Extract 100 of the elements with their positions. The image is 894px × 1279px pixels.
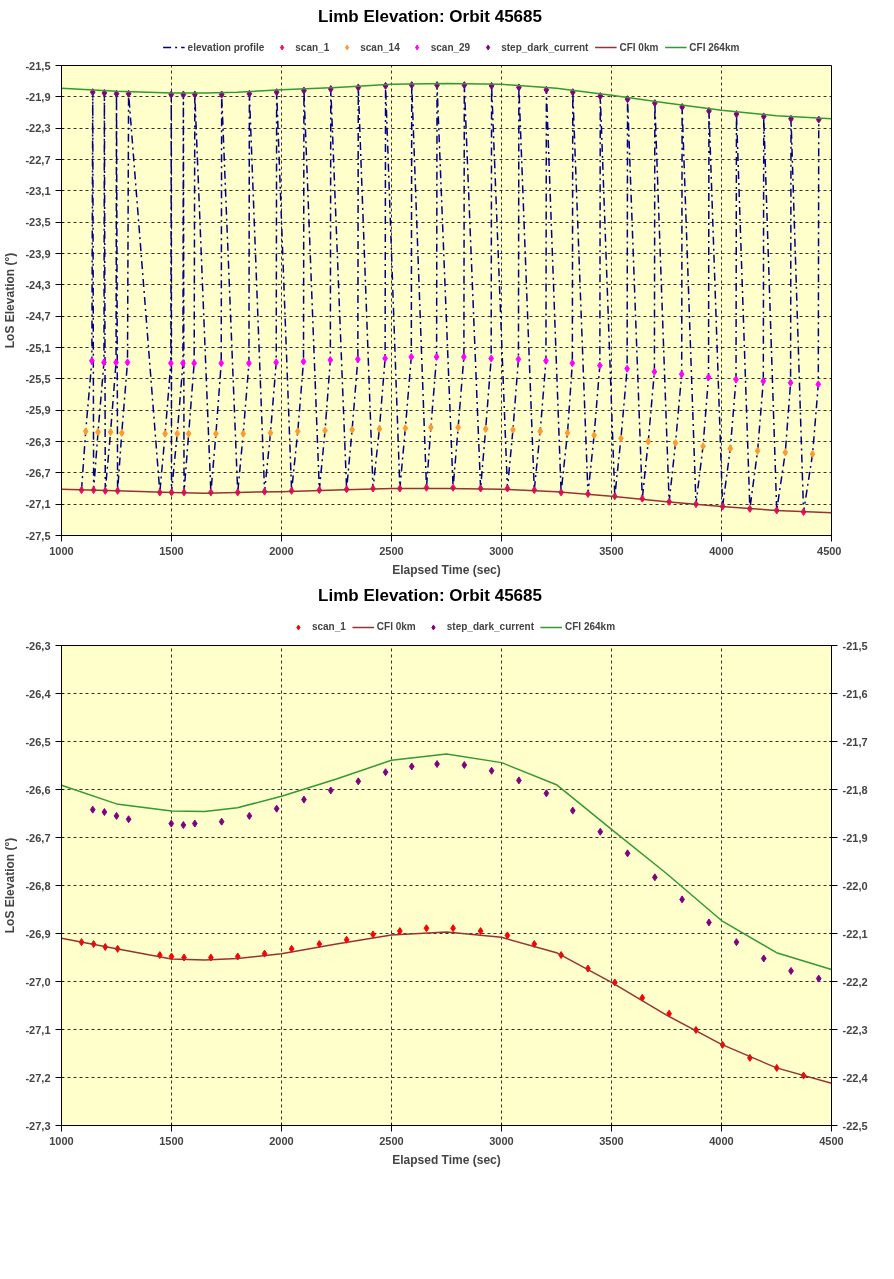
x-tick-label: 2500 [379,1134,404,1147]
point [273,804,280,813]
y-tick-label: -25,1 [25,341,51,354]
point [477,926,484,935]
point [101,89,108,98]
y2-tick-label: -21,7 [842,735,868,748]
point [327,786,334,795]
x-tick-label: 3000 [489,544,514,557]
point [113,811,120,820]
y-tick-label: -21,9 [25,91,51,104]
line-series [61,930,832,1084]
line-series [61,488,832,514]
point [294,427,301,436]
point [376,425,383,434]
point [185,429,192,438]
point [504,930,511,939]
point [651,368,658,377]
line-series [61,83,832,120]
x-tick-label: 2500 [379,544,404,557]
x-tick-label: 2000 [269,1134,294,1147]
point [273,358,280,367]
y-tick-label: -26,3 [25,639,51,652]
x-tick-label: 3000 [489,1134,514,1147]
x-tick-label: 4000 [709,544,734,557]
legend-label: CFI 0km [619,41,659,54]
point [288,944,295,953]
legend-label: CFI 0km [376,620,416,633]
y-tick-label: -27,1 [25,498,51,511]
point [733,937,740,946]
x-tick-label: 1000 [49,1134,74,1147]
point [482,425,489,434]
point [678,370,685,379]
legend-label: scan_1 [295,41,330,54]
legend-label: CFI 264km [565,620,616,633]
y2-tick-label: -22,2 [842,975,868,988]
point [433,353,440,362]
point [733,110,740,119]
x-tick-label: 1500 [159,544,184,557]
x-tick-label: 4500 [819,1134,844,1147]
y-tick-label: -23,5 [25,216,51,229]
point [672,439,679,448]
point [300,357,307,366]
point [118,429,125,438]
y-tick-label: -23,1 [25,185,51,198]
point [564,429,571,438]
legend-label: step_dark_current [446,620,535,633]
y2-tick-label: -22,5 [842,1119,868,1132]
point [382,767,389,776]
legend-label: scan_14 [360,41,400,54]
point [782,448,789,457]
x-tick-label: 3500 [599,544,624,557]
point [515,355,522,364]
point [174,429,181,438]
x-tick-label: 1500 [159,1134,184,1147]
point [543,86,550,95]
point [815,974,822,983]
point [645,437,652,446]
y-tick-label: -24,3 [25,279,51,292]
point [461,760,468,769]
y-tick-label: -25,5 [25,373,51,386]
point [787,379,794,388]
y2-tick-label: -22,1 [842,927,868,940]
point [82,427,89,436]
x-tick-label: 4000 [709,1134,734,1147]
y-tick-label: -26,5 [25,735,51,748]
y2-tick-label: -22,4 [842,1071,869,1084]
legend-label: scan_1 [311,620,346,633]
y-tick-label: -22,7 [25,153,51,166]
point [402,424,409,433]
x-axis-title: Elapsed Time (sec) [392,1152,501,1167]
y-tick-label: -26,8 [25,879,51,892]
point [423,923,430,932]
point [727,444,734,453]
point [809,450,816,459]
y2-tick-label: -21,9 [842,831,868,844]
point [246,811,253,820]
y-axis-title: LoS Elevation (°) [3,253,18,349]
point [355,776,362,785]
y-tick-label: -27,0 [25,975,51,988]
point [218,359,225,368]
legend-label: step_dark_current [501,41,589,54]
point [327,356,334,365]
chart-title: Limb Elevation: Orbit 45685 [318,6,542,28]
point [180,820,187,829]
point [124,358,131,367]
line-series [61,752,832,970]
x-tick-label: 1000 [49,544,74,557]
y-tick-label: -27,1 [25,1023,51,1036]
point [597,827,604,836]
y-axis-title: LoS Elevation (°) [3,837,18,933]
point [408,353,415,362]
chart-title: Limb Elevation: Orbit 45685 [318,585,542,608]
x-tick-label: 2000 [269,544,294,557]
point [218,817,225,826]
point [408,762,415,771]
y-tick-label: -26,9 [25,927,51,940]
point [760,954,767,963]
x-axis-title: Elapsed Time (sec) [392,562,501,577]
y-tick-label: -26,7 [25,467,51,480]
point [569,806,576,815]
